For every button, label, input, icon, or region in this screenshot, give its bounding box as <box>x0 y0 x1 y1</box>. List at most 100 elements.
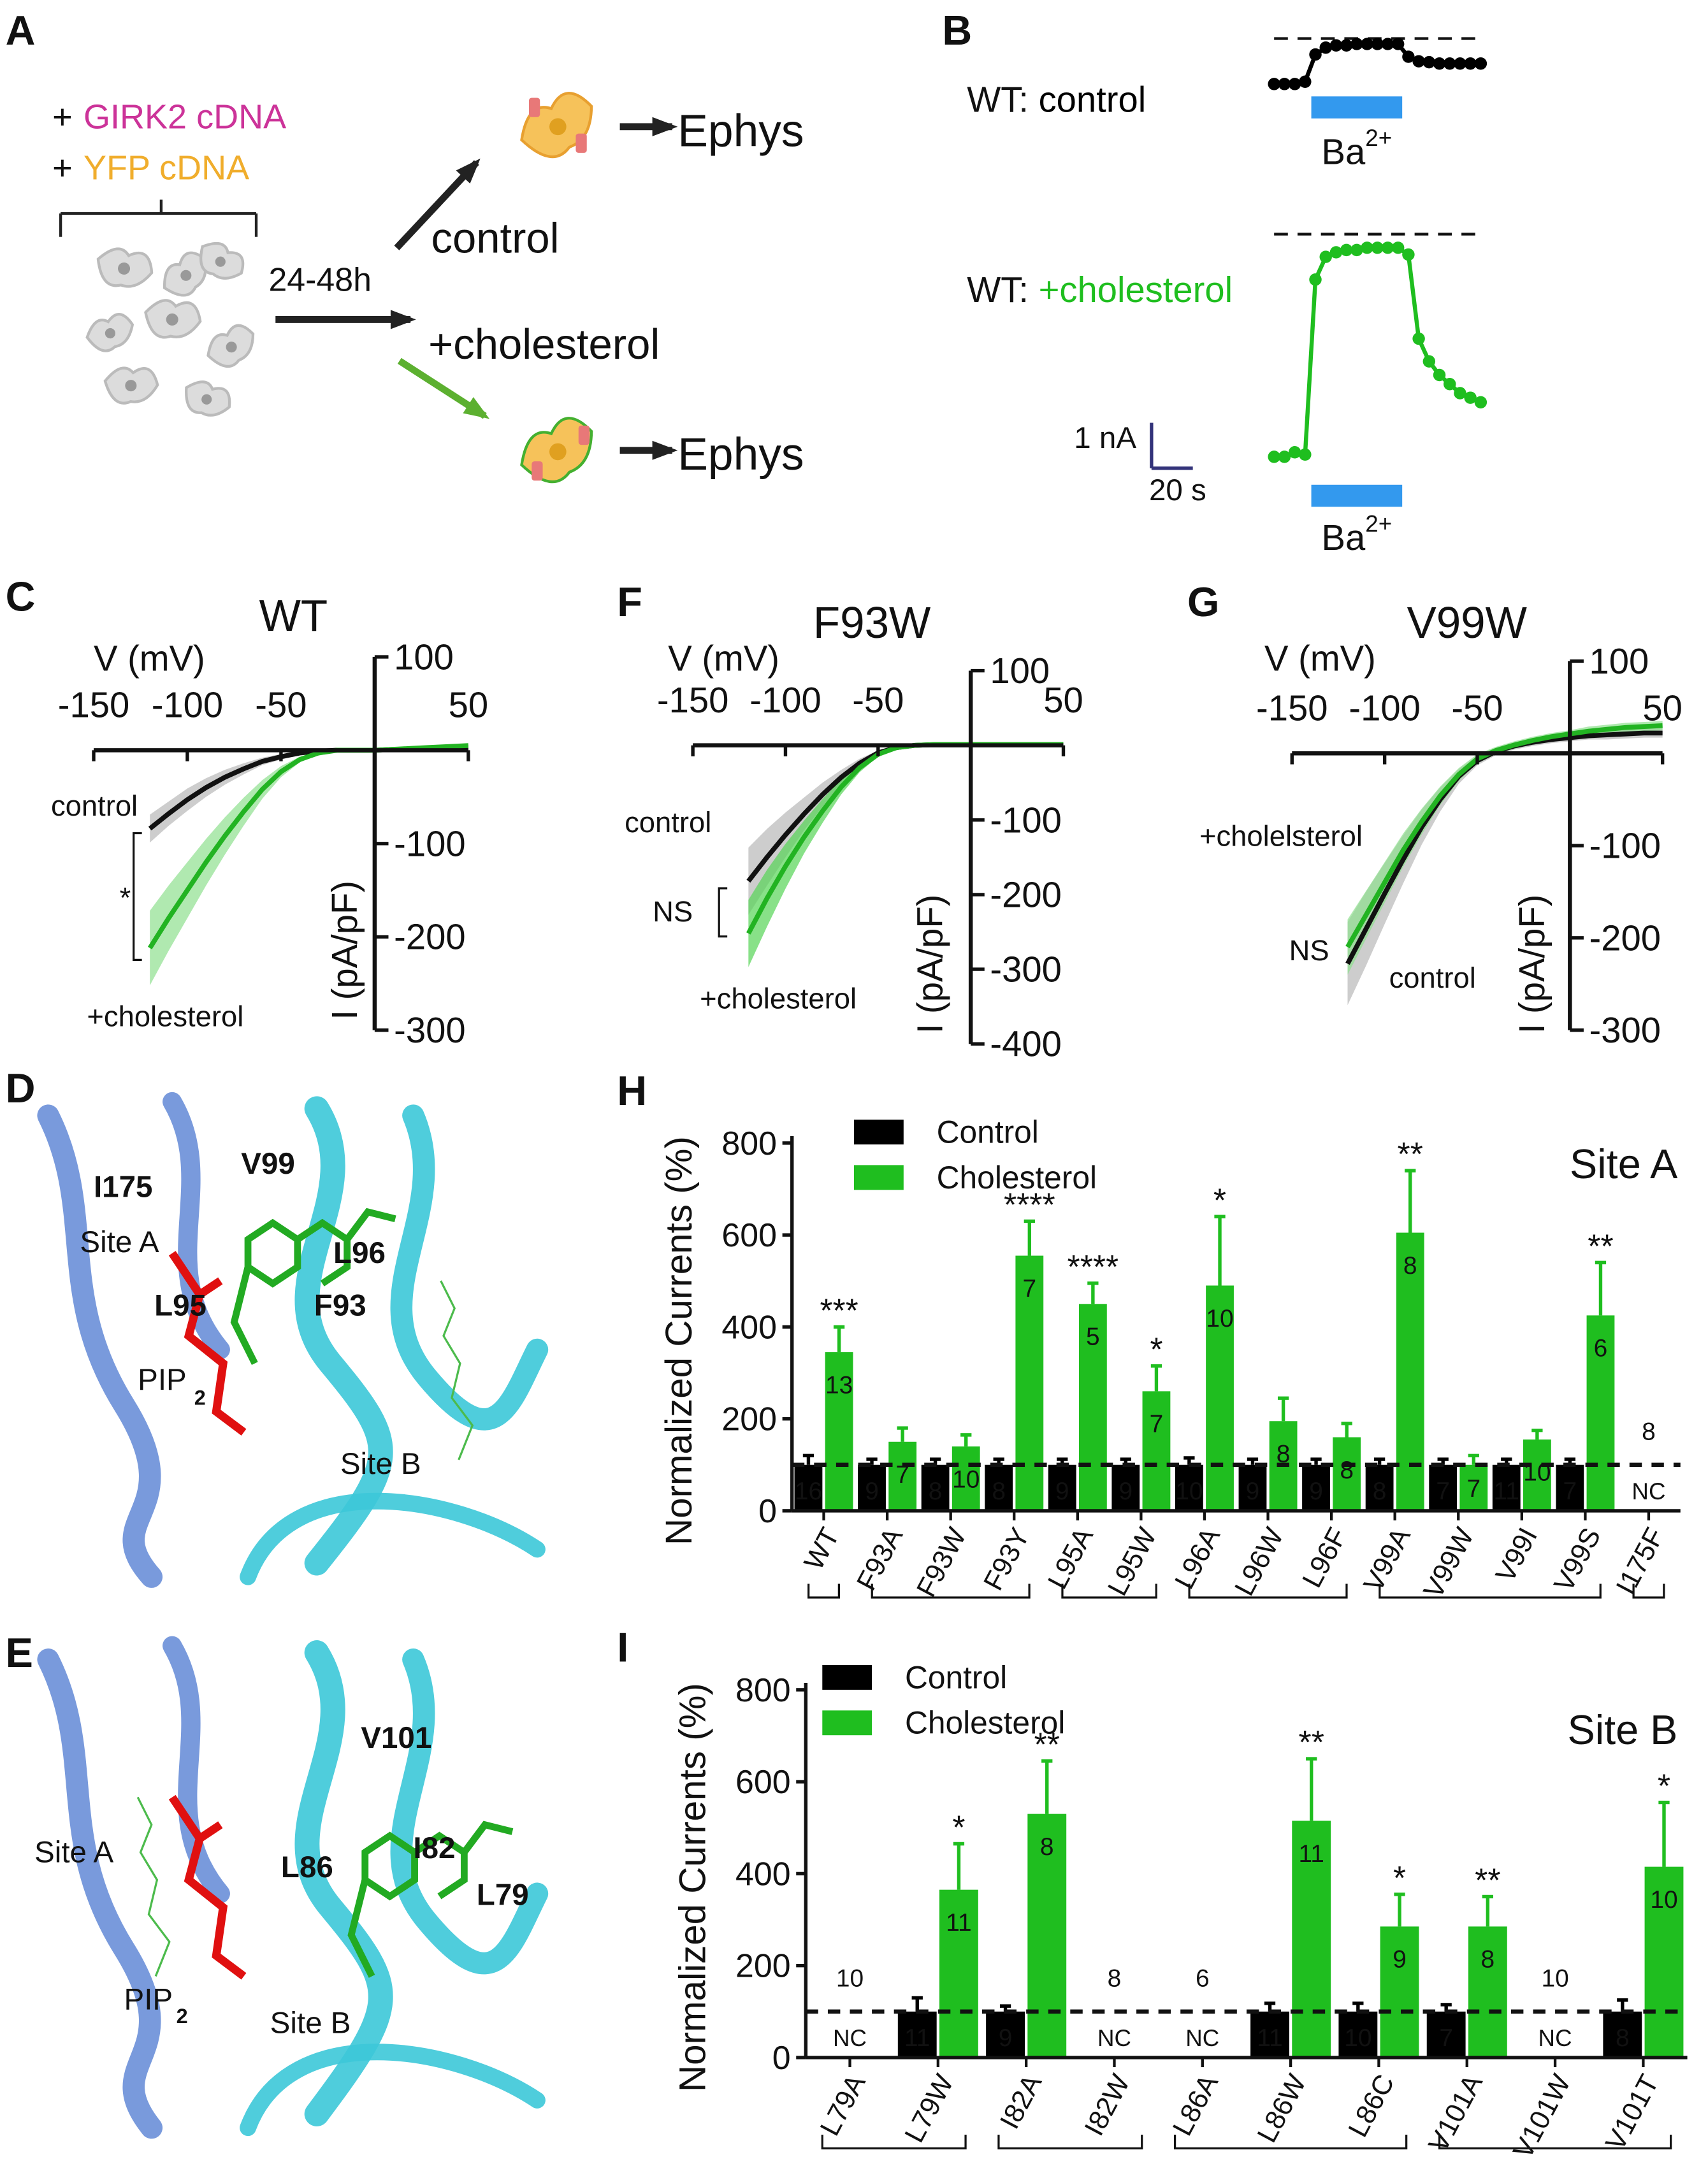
cell-nucleus <box>549 118 567 136</box>
cell-nucleus <box>118 262 131 275</box>
bar <box>1292 1821 1331 2058</box>
significance-label: **** <box>1004 1186 1055 1223</box>
n-label: 7 <box>1563 1478 1577 1505</box>
x-tick-label: 50 <box>449 685 488 725</box>
condition-name: +cholesterol <box>1039 269 1233 309</box>
bar <box>1556 1464 1584 1511</box>
bar <box>986 2011 1025 2058</box>
trace-point <box>1288 78 1301 90</box>
trace-point <box>1329 246 1343 259</box>
nc-label: NC <box>1632 1478 1665 1504</box>
x-tick-label: -100 <box>749 680 821 720</box>
y-tick-label: 100 <box>990 651 1050 691</box>
arrow-head <box>456 158 481 184</box>
bar <box>1426 2011 1466 2058</box>
error-bar <box>1531 1428 1543 1440</box>
y-tick-label: 100 <box>394 637 454 677</box>
residue-label: V101 <box>361 1721 431 1755</box>
x-tick-label: -100 <box>1349 688 1420 728</box>
scale-label: 20 s <box>1149 473 1206 507</box>
ephys: Ephys <box>677 429 804 480</box>
panel-letter: H <box>617 1067 647 1114</box>
scale-label: 1 nA <box>1074 421 1136 455</box>
trace-point <box>1381 242 1394 254</box>
cholesterol-molecule <box>230 1208 396 1366</box>
significance-label: * <box>1150 1331 1162 1368</box>
trace-point <box>1454 387 1466 400</box>
significance-label: ** <box>1398 1136 1423 1172</box>
y-tick-label: -300 <box>394 1010 465 1050</box>
y-tick-label: -200 <box>1589 918 1661 958</box>
n-label: 11 <box>904 2024 930 2052</box>
y-axis-label: Normalized Currents (%) <box>672 1683 714 2092</box>
error-bar <box>1394 1893 1405 1927</box>
significance-label: * <box>1658 1768 1670 1805</box>
error-bar <box>1310 1457 1322 1465</box>
trace-point <box>1278 451 1291 463</box>
trace-point <box>1361 242 1373 254</box>
n-label: 6 <box>1594 1335 1608 1362</box>
residue-label: 2 <box>194 1387 206 1410</box>
group-bracket <box>807 1583 841 1599</box>
error-bar <box>1024 1219 1035 1256</box>
n-label: 9 <box>1309 1478 1323 1505</box>
x-tick-label: 50 <box>1043 680 1083 720</box>
bar <box>921 1464 950 1511</box>
cell-nucleus <box>125 380 137 392</box>
panel-letter: D <box>6 1065 36 1111</box>
x-axis-label: V (mV) <box>1264 638 1376 679</box>
bar <box>1142 1391 1171 1511</box>
significance-label: ** <box>1588 1227 1613 1264</box>
legend-label: Cholesterol <box>937 1160 1097 1195</box>
group-bracket <box>1173 2134 1408 2150</box>
chart-title: WT <box>259 591 328 640</box>
arrow-head <box>652 117 678 136</box>
n-label: 6 <box>1196 1965 1210 1992</box>
significance-bracket <box>718 887 728 938</box>
trace-label: WT: +cholesterol <box>967 269 1233 309</box>
panel-letter: F <box>617 579 642 625</box>
residue-label: I82 <box>413 1831 455 1865</box>
bar <box>1468 1926 1507 2058</box>
y-tick-label: 100 <box>1589 641 1649 681</box>
error-bar <box>1041 1759 1053 1814</box>
helix-ribbon <box>37 1104 163 1588</box>
residue-label: PIP <box>124 1983 173 2017</box>
error-band <box>748 744 1064 967</box>
x-tick-label: -50 <box>255 685 307 725</box>
group-bracket <box>1632 1583 1665 1599</box>
x-axis-label: V (mV) <box>94 638 205 679</box>
residue-label: L86 <box>281 1850 333 1884</box>
n-label: 8 <box>1340 1457 1354 1484</box>
n-label: 10 <box>1344 2024 1371 2052</box>
y-axis-label: I (pA/pF) <box>1512 895 1552 1034</box>
y-tick-label: 400 <box>735 1855 791 1892</box>
trace-point <box>1361 38 1373 50</box>
n-label: 10 <box>1175 1478 1203 1505</box>
significance-label: * <box>952 1809 965 1846</box>
trace-point <box>1371 242 1384 254</box>
trace-point <box>1371 38 1384 50</box>
y-tick-label: -300 <box>1589 1010 1661 1050</box>
n-label: 10 <box>952 1466 980 1493</box>
group-bracket <box>1438 2134 1672 2150</box>
trace-point <box>1309 273 1322 286</box>
significance-label: ** <box>1299 1724 1324 1761</box>
n-label: 8 <box>1108 1965 1122 1992</box>
barium-block <box>1311 484 1403 507</box>
bar <box>1206 1285 1234 1511</box>
significance-bracket <box>133 832 142 962</box>
error-bar <box>960 1433 972 1446</box>
legend-swatch <box>854 1165 904 1190</box>
thin-sticks <box>440 1280 474 1461</box>
n-label: 9 <box>1393 1946 1407 1973</box>
significance-label: ** <box>1475 1862 1500 1899</box>
n-label: 10 <box>1650 1886 1677 1914</box>
iv-curve <box>1345 723 1663 949</box>
n-label: 9 <box>1246 1478 1260 1505</box>
bar <box>897 2011 937 2058</box>
block-label-base: Ba <box>1322 131 1366 171</box>
bar <box>1175 1464 1203 1511</box>
barium-block <box>1311 96 1403 119</box>
structure-image <box>41 1102 540 1577</box>
